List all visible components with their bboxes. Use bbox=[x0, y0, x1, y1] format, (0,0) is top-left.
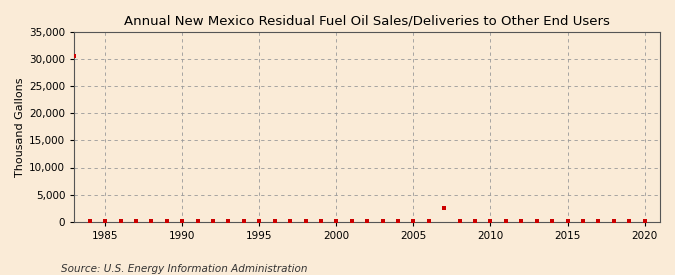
Point bbox=[454, 219, 465, 224]
Point bbox=[608, 219, 619, 224]
Point bbox=[177, 219, 188, 224]
Point bbox=[315, 219, 326, 224]
Title: Annual New Mexico Residual Fuel Oil Sales/Deliveries to Other End Users: Annual New Mexico Residual Fuel Oil Sale… bbox=[124, 15, 610, 28]
Point bbox=[500, 219, 511, 224]
Point bbox=[439, 206, 450, 210]
Point bbox=[161, 219, 172, 224]
Point bbox=[300, 219, 311, 224]
Point bbox=[408, 219, 418, 224]
Point bbox=[100, 219, 111, 224]
Point bbox=[146, 219, 157, 224]
Point bbox=[69, 54, 80, 59]
Point bbox=[377, 219, 388, 224]
Point bbox=[393, 219, 404, 224]
Point bbox=[115, 219, 126, 224]
Point bbox=[362, 219, 373, 224]
Point bbox=[130, 219, 141, 224]
Point bbox=[238, 219, 249, 224]
Point bbox=[593, 219, 603, 224]
Point bbox=[516, 219, 526, 224]
Point bbox=[208, 219, 219, 224]
Point bbox=[562, 219, 573, 224]
Y-axis label: Thousand Gallons: Thousand Gallons bbox=[15, 77, 25, 177]
Point bbox=[578, 219, 589, 224]
Point bbox=[331, 219, 342, 224]
Point bbox=[485, 219, 496, 224]
Point bbox=[223, 219, 234, 224]
Point bbox=[639, 219, 650, 224]
Point bbox=[192, 219, 203, 224]
Point bbox=[84, 219, 95, 224]
Point bbox=[470, 219, 481, 224]
Point bbox=[346, 219, 357, 224]
Point bbox=[624, 219, 634, 224]
Point bbox=[254, 219, 265, 224]
Point bbox=[285, 219, 296, 224]
Point bbox=[547, 219, 558, 224]
Point bbox=[269, 219, 280, 224]
Point bbox=[531, 219, 542, 224]
Text: Source: U.S. Energy Information Administration: Source: U.S. Energy Information Administ… bbox=[61, 264, 307, 274]
Point bbox=[423, 219, 434, 224]
